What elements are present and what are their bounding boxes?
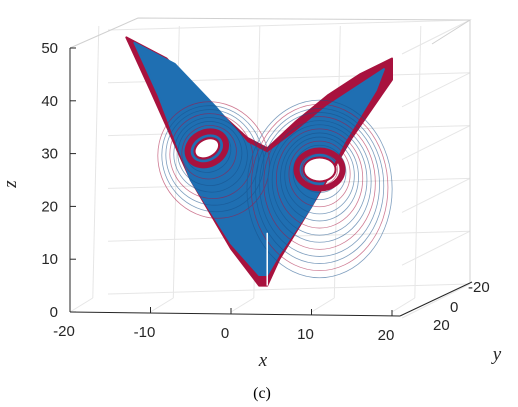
x-floor-gridline [391, 297, 416, 313]
right-lobe-orbit [246, 99, 393, 279]
z-tick-label: 10 [41, 251, 58, 268]
x-floor-gridline [150, 297, 174, 313]
y-tick-label: -20 [468, 279, 490, 296]
hole-rim [184, 128, 230, 169]
y-tick-label: 0 [450, 299, 458, 316]
left-lobe-orbit [165, 109, 259, 206]
left-lobe-orbit [181, 125, 237, 180]
x-tick-label: -10 [134, 324, 156, 341]
right-lobe-orbit [271, 124, 368, 236]
attractor-hole [193, 137, 221, 160]
left-lobe-orbit [169, 113, 254, 200]
y-axis-label: y [491, 344, 502, 365]
left-lobe-orbit [161, 105, 265, 213]
left-lobe-orbit [173, 117, 248, 193]
figure-caption: (c) [253, 385, 271, 402]
right-lobe-orbit [267, 120, 372, 243]
right-lobe-orbit [275, 128, 364, 229]
attractor-hole [302, 156, 337, 183]
right-lobe-orbit [284, 136, 355, 215]
z-tick-label: 30 [41, 146, 58, 163]
z-gridline [107, 19, 471, 31]
y-tick-label: 20 [433, 317, 450, 334]
x-tick-label: 10 [297, 326, 314, 343]
plot-area [125, 36, 393, 287]
z-gridline-side [401, 19, 471, 55]
x-tick-label: -20 [53, 323, 75, 340]
top-box-edge [69, 17, 472, 49]
x-floor-gridline [230, 297, 255, 313]
z-tick-label: 50 [41, 40, 58, 57]
x-tick-label: 20 [378, 327, 395, 344]
x-floor-gridline [311, 297, 335, 313]
right-lobe-orbit [280, 132, 359, 222]
z-tick-label: 40 [41, 93, 58, 110]
z-tick-label: 20 [41, 198, 58, 215]
z-gridline-side [401, 230, 471, 266]
x-floor-gridline [69, 297, 94, 313]
right-lobe-orbit [250, 103, 389, 272]
left-lobe-orbit [157, 101, 270, 219]
x-axis-label: x [258, 350, 268, 371]
y-axis-line [399, 281, 473, 317]
right-lobe-orbit [263, 116, 376, 250]
z-gridline-side [401, 283, 471, 319]
right-lobe-orbit [254, 107, 385, 264]
z-gridline-side [401, 177, 471, 213]
right-lobe-orbit [292, 144, 347, 201]
right-lobe-orbit [288, 140, 351, 208]
z-gridline-side [401, 72, 471, 108]
z-gridline-side [401, 125, 471, 161]
x-tick-label: 0 [221, 325, 229, 342]
x-axis-line [69, 311, 401, 317]
trajectory-contours [157, 99, 393, 279]
z-tick-label: 0 [50, 304, 58, 321]
z-gridline [107, 283, 471, 295]
hole-rim [293, 147, 346, 192]
x-gridline [414, 25, 422, 299]
x-gridline [92, 25, 100, 299]
z-axis-label: z [0, 180, 21, 189]
left-lobe-orbit [177, 121, 243, 186]
right-lobe-orbit [259, 112, 380, 257]
